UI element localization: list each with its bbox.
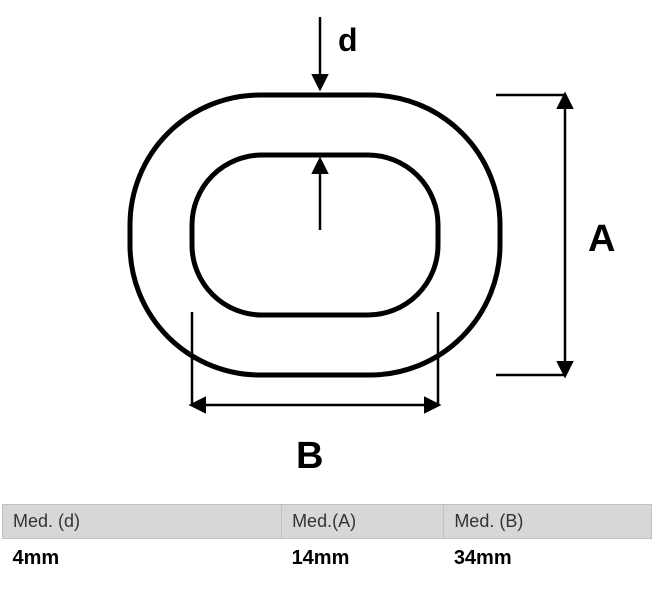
col-header-A: Med.(A) <box>282 505 444 539</box>
diagram-canvas: d A B Med. (d) Med.(A) Med. (B) 4mm 14mm… <box>0 0 654 593</box>
dimensions-table: Med. (d) Med.(A) Med. (B) 4mm 14mm 34mm <box>2 504 652 578</box>
label-d: d <box>338 22 358 59</box>
col-header-B: Med. (B) <box>444 505 652 539</box>
col-header-d: Med. (d) <box>3 505 282 539</box>
cell-A: 14mm <box>282 539 444 579</box>
chain-link-diagram <box>0 0 654 500</box>
table-row: 4mm 14mm 34mm <box>3 539 652 579</box>
cell-B: 34mm <box>444 539 652 579</box>
cell-d: 4mm <box>3 539 282 579</box>
table-header-row: Med. (d) Med.(A) Med. (B) <box>3 505 652 539</box>
label-A: A <box>588 218 615 261</box>
label-B: B <box>296 435 323 478</box>
